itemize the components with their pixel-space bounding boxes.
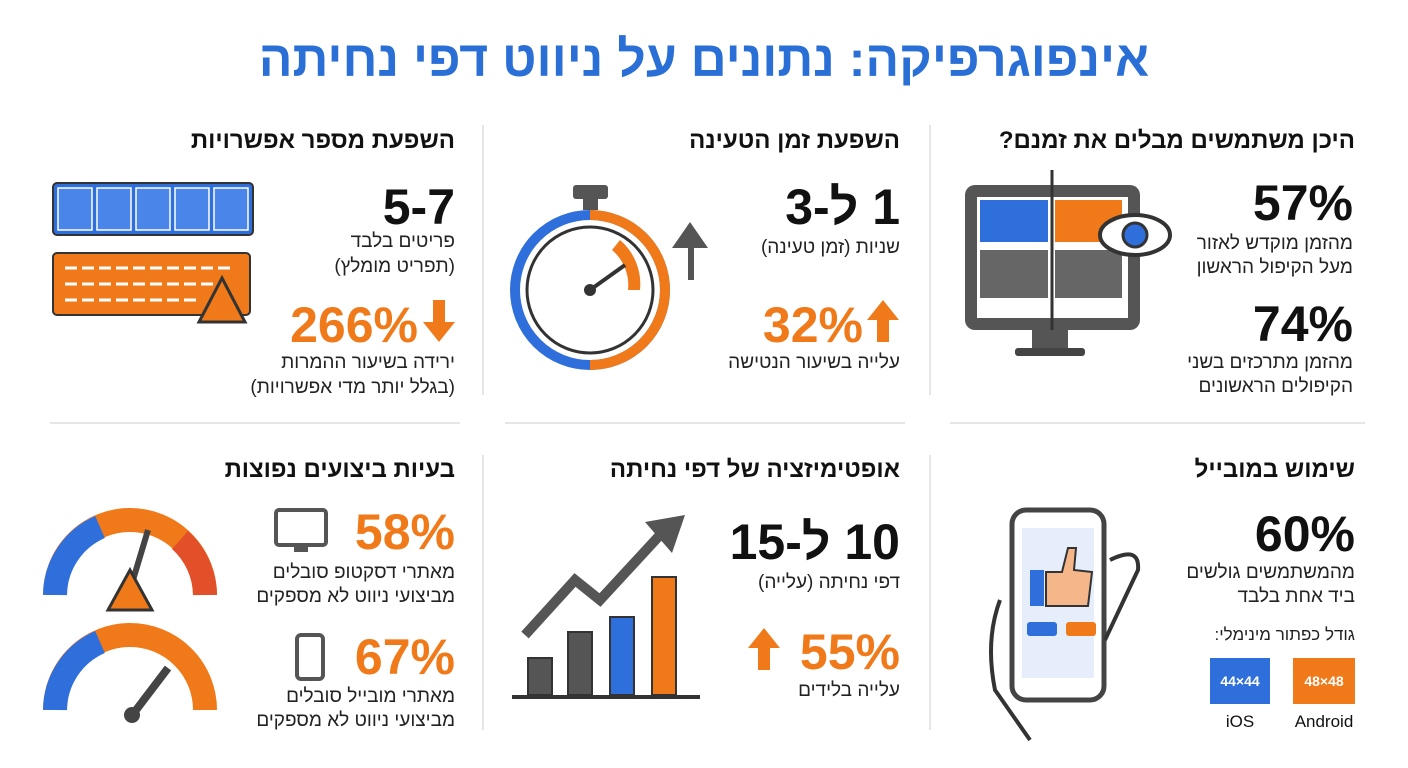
desc: דפי נחיתה (עלייה) (758, 572, 900, 593)
stat: 55% (799, 624, 900, 680)
desc: מביצועי ניווט לא מספקים (256, 710, 455, 731)
desc: הקיפולים הראשונים (1198, 376, 1354, 397)
desc: (תפריט מומלץ) (334, 256, 455, 277)
heading: בעיות ביצועים נפוצות (224, 456, 455, 483)
heading: שימוש במובייל (1194, 456, 1355, 483)
size-box: 44×44 (1220, 673, 1260, 689)
desc: ירידה בשיעור ההמרות (281, 352, 455, 373)
desc: מאתרי מובייל סובלים (286, 686, 455, 707)
stat: 1 ל-3 (785, 179, 900, 235)
desc: שניות (זמן טעינה) (760, 237, 900, 258)
stat: 67% (354, 629, 455, 685)
title: אינפוגרפיקה: נתונים על ניווט דפי נחיתה (258, 31, 1150, 87)
heading: השפעת מספר אפשרויות (190, 127, 455, 154)
stat: 10 ל-15 (729, 514, 900, 570)
platform: Android (1294, 712, 1354, 731)
heading: השפעת זמן הטעינה (689, 127, 900, 154)
heading: היכן משתמשים מבלים את זמנם? (998, 127, 1355, 154)
stat: 74% (1252, 296, 1353, 352)
desc: מהזמן מתרכזים בשני (1187, 352, 1353, 373)
size-box: 48×48 (1304, 673, 1344, 689)
label: גודל כפתור מינימלי: (1214, 625, 1355, 644)
stat: 266% (290, 297, 418, 353)
stat: 60% (1254, 506, 1355, 562)
desc: (בגלל יותר מדי אפשרויות) (250, 377, 455, 398)
platform: iOS (1225, 712, 1255, 731)
desc: מהזמן מוקדש לאזור (1196, 233, 1353, 254)
desc: מעל הקיפול הראשון (1196, 257, 1353, 278)
stat: 5-7 (382, 179, 455, 235)
desc: עלייה בלידים (798, 680, 900, 701)
stat: 58% (354, 504, 455, 560)
desc: עלייה בשיעור הנטישה (728, 352, 900, 373)
desc: פריטים בלבד (350, 231, 455, 252)
desc: ביד אחת בלבד (1237, 586, 1355, 607)
stat: 57% (1252, 175, 1353, 231)
stat: 32% (762, 297, 863, 353)
desc: מאתרי דסקטופ סובלים (272, 562, 455, 583)
heading: אופטימיזציה של דפי נחיתה (609, 456, 900, 483)
desc: מביצועי ניווט לא מספקים (256, 586, 455, 607)
desc: מהמשתמשים גולשים (1186, 562, 1355, 583)
